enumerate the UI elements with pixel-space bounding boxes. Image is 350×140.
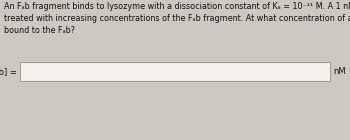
FancyBboxPatch shape xyxy=(20,62,330,81)
Text: [Fₐb] =: [Fₐb] = xyxy=(0,67,17,76)
Text: nM: nM xyxy=(333,67,346,76)
Text: An Fₐb fragment binds to lysozyme with a dissociation constant of Kₐ = 10⁻¹¹ M. : An Fₐb fragment binds to lysozyme with a… xyxy=(4,2,350,35)
